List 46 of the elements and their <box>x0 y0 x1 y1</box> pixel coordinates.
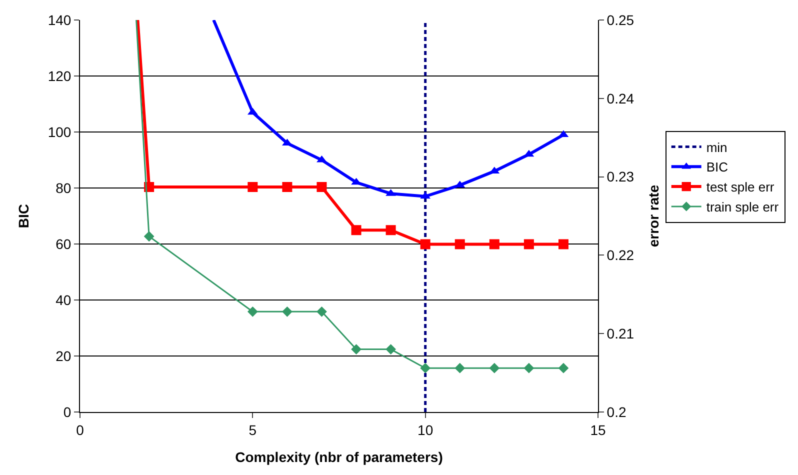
point <box>247 306 258 317</box>
x-tick-label: 10 <box>418 422 434 438</box>
point <box>248 182 258 192</box>
y2-tick-label: 0.21 <box>606 326 634 342</box>
point <box>144 231 154 242</box>
point <box>282 182 292 192</box>
y-tick-label: 60 <box>56 236 72 252</box>
point <box>386 344 396 354</box>
point <box>420 362 431 374</box>
y-tick-label: 120 <box>48 68 72 84</box>
legend-label: BIC <box>706 160 728 175</box>
y2-tick-label: 0.22 <box>606 247 634 264</box>
y2-tick-label: 0.24 <box>606 90 634 106</box>
point <box>454 362 466 374</box>
x-tick-label: 5 <box>248 422 257 438</box>
y-tick-label: 0 <box>63 404 72 420</box>
point <box>351 225 362 236</box>
legend-label: test sple err <box>706 180 775 195</box>
point <box>351 344 362 354</box>
legend-label: train sple err <box>706 200 780 215</box>
x-tick-label: 15 <box>590 422 606 438</box>
y2-axis-title: error rate <box>646 184 662 248</box>
y2-tick-label: 0.2 <box>606 404 626 420</box>
y-axis-title: BIC <box>15 204 32 228</box>
point <box>420 239 430 250</box>
x-tick-label: 0 <box>76 422 84 438</box>
point <box>524 362 534 374</box>
point <box>524 239 534 250</box>
point <box>558 239 568 250</box>
y-tick-label: 40 <box>56 292 72 308</box>
point <box>386 225 396 236</box>
y-tick-label: 100 <box>48 124 72 140</box>
point <box>489 362 500 374</box>
point <box>282 306 292 317</box>
point <box>558 362 569 374</box>
point <box>454 239 465 250</box>
legend-label: min <box>706 140 728 155</box>
y-tick-label: 140 <box>48 12 72 28</box>
y-tick-label: 80 <box>56 180 72 196</box>
x-axis-title: Complexity (nbr of parameters) <box>235 449 443 466</box>
point <box>489 239 500 250</box>
y-tick-label: 20 <box>56 348 72 364</box>
point <box>316 182 327 192</box>
y2-tick-label: 0.23 <box>606 168 634 185</box>
y2-tick-label: 0.25 <box>606 12 634 28</box>
point <box>316 306 327 317</box>
